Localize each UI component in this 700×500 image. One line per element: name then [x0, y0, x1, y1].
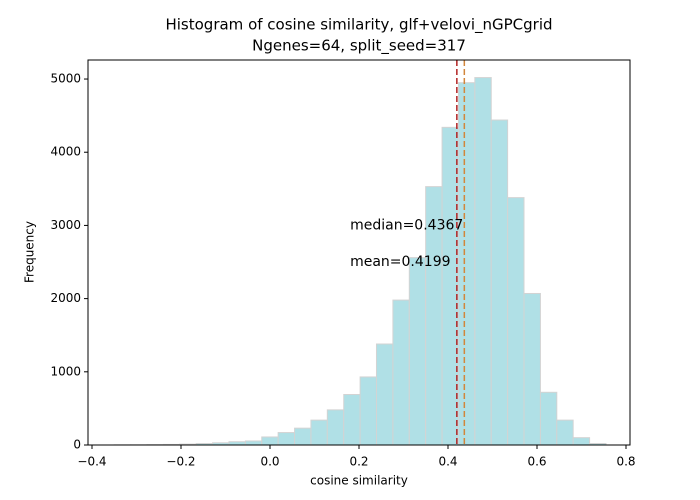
bar	[408, 257, 427, 446]
chart-subtitle: Ngenes=64, split_seed=317	[252, 37, 466, 56]
x-tick-label: 0.4	[438, 455, 457, 469]
y-tick-label: 0	[73, 438, 81, 452]
bar	[523, 292, 541, 446]
annotation: median=0.4367	[350, 217, 463, 233]
y-tick-label: 1000	[50, 364, 81, 378]
plot-frame	[87, 59, 631, 446]
y-axis-label: Frequency	[23, 221, 37, 283]
bar	[375, 343, 394, 446]
bar	[326, 409, 345, 446]
bar	[539, 391, 558, 446]
bar	[392, 299, 410, 446]
bar	[474, 77, 492, 446]
bar	[261, 436, 279, 446]
bar	[244, 440, 263, 446]
bar	[556, 419, 574, 446]
x-tick-label: −0.2	[166, 455, 195, 469]
x-tick-label: 0.2	[349, 455, 368, 469]
bar	[277, 432, 296, 446]
bar	[490, 119, 509, 446]
y-tick-label: 5000	[50, 72, 81, 86]
x-axis-label: cosine similarity	[310, 474, 408, 488]
bar	[441, 126, 459, 446]
x-tick-label: 0.0	[260, 455, 279, 469]
x-tick-label: −0.4	[77, 455, 106, 469]
x-tick-label: 0.8	[616, 455, 635, 469]
bar	[572, 437, 591, 446]
bar	[359, 376, 377, 446]
annotation: mean=0.4199	[350, 254, 450, 270]
y-tick-label: 3000	[50, 218, 81, 232]
x-tick-label: 0.6	[527, 455, 546, 469]
bar	[507, 197, 525, 446]
y-tick-label: 2000	[50, 291, 81, 305]
bar	[343, 393, 361, 446]
bar	[457, 82, 476, 446]
chart-title: Histogram of cosine similarity, glf+velo…	[165, 16, 552, 35]
y-tick-label: 4000	[50, 145, 81, 159]
bar	[310, 419, 328, 446]
bar	[294, 427, 312, 446]
